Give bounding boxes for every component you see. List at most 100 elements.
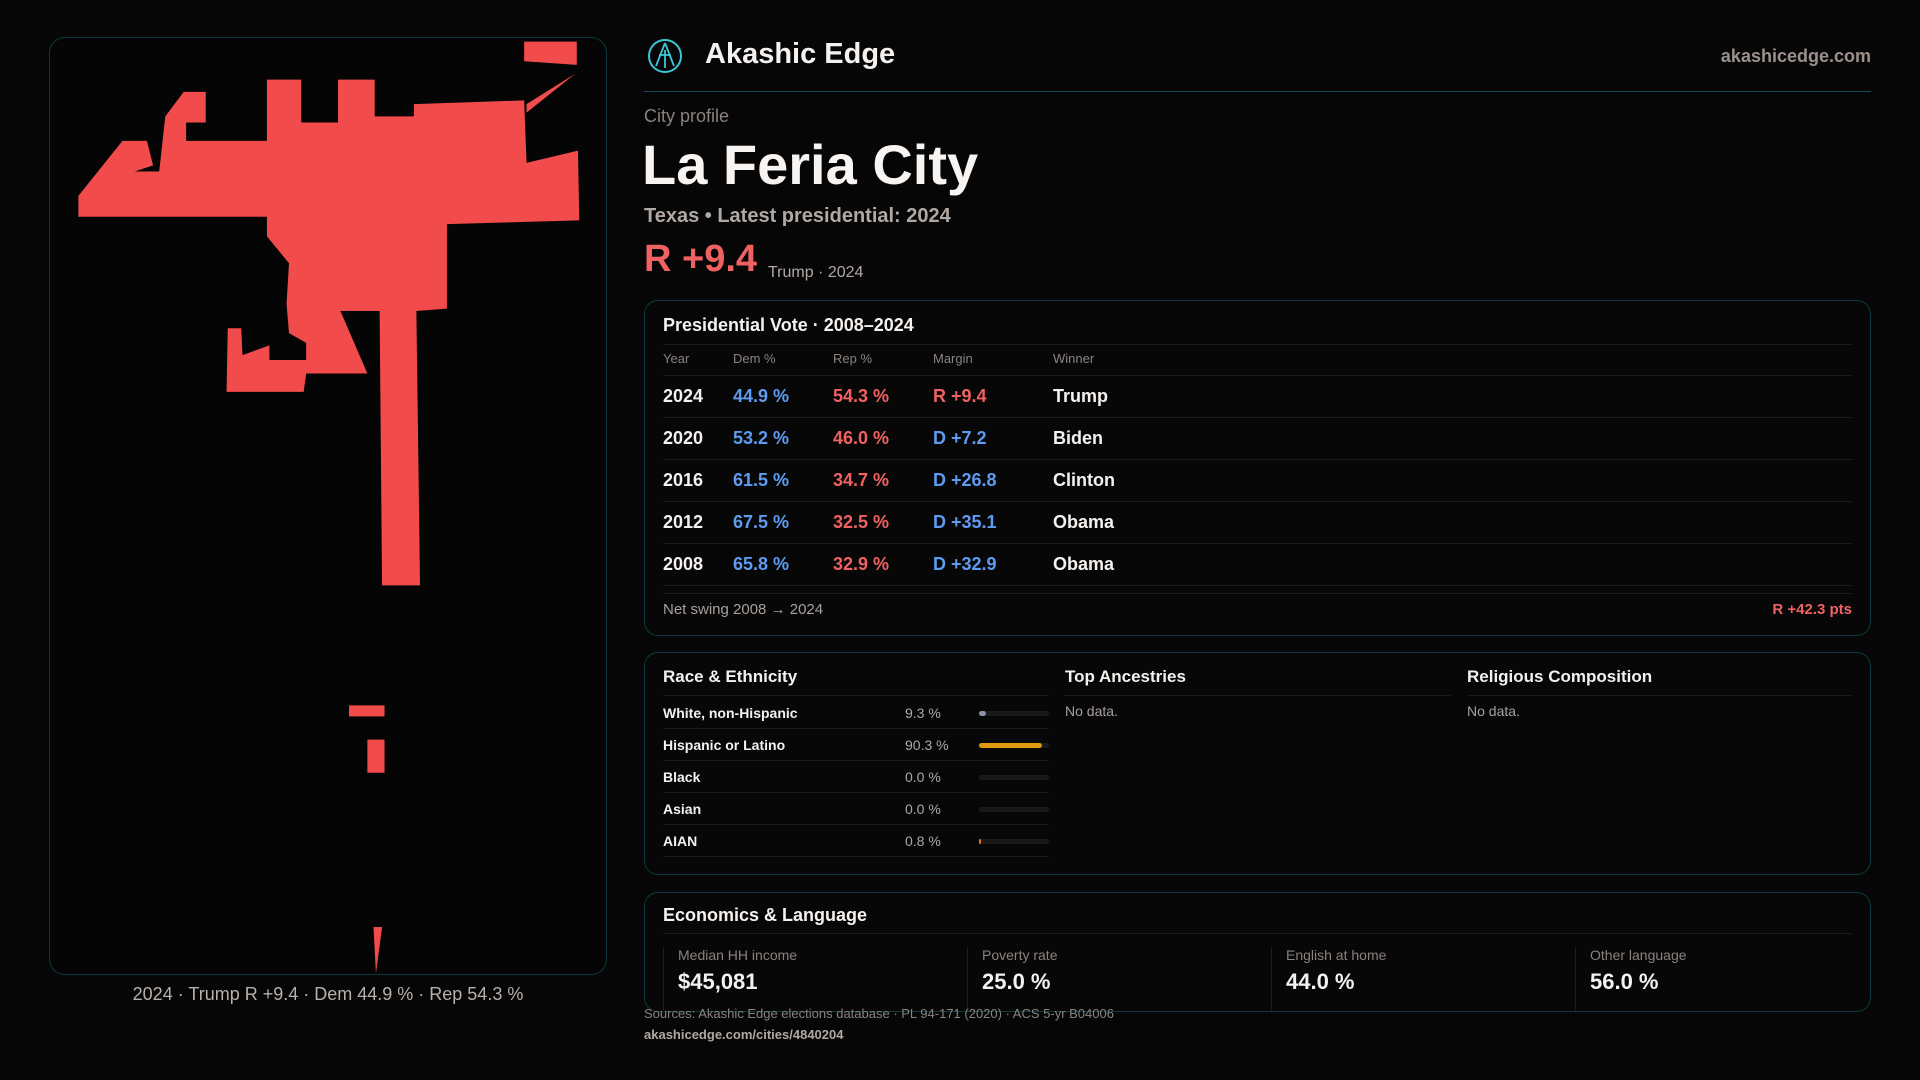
table-row: 2012 67.5 % 32.5 % D +35.1 Obama [645, 502, 1870, 544]
cell-winner: Clinton [1053, 470, 1115, 490]
race-ethnicity-section: Race & Ethnicity White, non-Hispanic 9.3 … [663, 653, 1049, 874]
section-title: Top Ancestries [1065, 667, 1186, 686]
race-bar [979, 711, 1049, 716]
page-url-link[interactable]: akashicedge.com/cities/4840204 [644, 1027, 844, 1042]
cell-margin: D +26.8 [933, 470, 997, 490]
econ-stat: English at home 44.0 % [1271, 947, 1571, 1013]
row-divider [663, 585, 1852, 586]
city-boundary-map [78, 41, 580, 974]
divider [663, 344, 1852, 345]
race-value: 9.3 % [905, 705, 941, 721]
map-shape [373, 927, 383, 974]
economics-language-card: Economics & Language Median HH income $45… [644, 892, 1871, 1013]
race-bar-fill [979, 711, 986, 716]
cell-winner: Trump [1053, 386, 1109, 406]
cell-margin: R +9.4 [933, 386, 987, 406]
demographics-card: Race & Ethnicity White, non-Hispanic 9.3 … [644, 652, 1871, 875]
cell-dem: 53.2 % [733, 428, 790, 448]
stat-value: 25.0 % [982, 969, 1051, 994]
cell-dem: 67.5 % [733, 512, 790, 532]
section-title: Race & Ethnicity [663, 667, 798, 686]
divider [663, 933, 1852, 934]
map-shape [78, 79, 580, 586]
latest-margin-note: Trump · 2024 [768, 264, 864, 281]
map-shape [526, 73, 576, 113]
econ-stat: Poverty rate 25.0 % [967, 947, 1267, 1013]
header-divider [644, 91, 1871, 92]
race-value: 0.8 % [905, 833, 941, 849]
sources-note: Sources: Akashic Edge elections database… [644, 1006, 1114, 1021]
stat-label: Median HH income [678, 947, 798, 963]
row-divider [663, 501, 1852, 502]
map-shape [367, 739, 385, 773]
religious-composition-section: Religious Composition No data. [1467, 653, 1853, 874]
race-bar-fill [979, 839, 982, 844]
cell-winner: Obama [1053, 512, 1115, 532]
econ-stat: Median HH income $45,081 [663, 947, 963, 1013]
presidential-vote-card: Presidential Vote · 2008–2024 Year Dem %… [644, 300, 1871, 636]
econ-stat: Other language 56.0 % [1575, 947, 1875, 1013]
row-divider [663, 459, 1852, 460]
map-shape [524, 41, 577, 65]
divider [663, 375, 1852, 376]
cell-year: 2024 [663, 386, 704, 406]
race-bar-fill [979, 743, 1043, 748]
net-swing-value: R +42.3 pts [1772, 601, 1852, 618]
race-label: AIAN [663, 833, 698, 849]
table-row: 2020 53.2 % 46.0 % D +7.2 Biden [645, 418, 1870, 460]
row-divider [663, 417, 1852, 418]
divider [1467, 695, 1853, 696]
map-hole [269, 333, 307, 361]
cell-year: 2016 [663, 470, 704, 490]
column-header-dem: Dem % [733, 351, 776, 366]
race-bar [979, 807, 1049, 812]
no-data-text: No data. [1467, 703, 1520, 719]
race-label: Hispanic or Latino [663, 737, 786, 753]
stat-value: 44.0 % [1286, 969, 1355, 994]
latest-margin: R +9.4 [644, 238, 758, 280]
cell-dem: 44.9 % [733, 386, 790, 406]
race-bar [979, 743, 1049, 748]
race-label: Asian [663, 801, 702, 817]
cell-rep: 32.9 % [833, 554, 890, 574]
race-row: Hispanic or Latino 90.3 % [663, 729, 1049, 761]
cell-margin: D +7.2 [933, 428, 987, 448]
cell-rep: 46.0 % [833, 428, 890, 448]
race-label: White, non-Hispanic [663, 705, 798, 721]
card-title: Presidential Vote · 2008–2024 [663, 315, 914, 335]
table-row: 2016 61.5 % 34.7 % D +26.8 Clinton [645, 460, 1870, 502]
race-value: 0.0 % [905, 769, 941, 785]
row-divider [663, 543, 1852, 544]
column-header-year: Year [663, 351, 690, 366]
column-header-margin: Margin [933, 351, 973, 366]
race-value: 90.3 % [905, 737, 949, 753]
column-header-rep: Rep % [833, 351, 873, 366]
race-value: 0.0 % [905, 801, 941, 817]
race-bar [979, 839, 1049, 844]
cell-year: 2008 [663, 554, 704, 574]
stat-label: English at home [1286, 947, 1387, 963]
cell-winner: Obama [1053, 554, 1115, 574]
divider [663, 695, 1049, 696]
cell-rep: 32.5 % [833, 512, 890, 532]
net-swing-label: Net swing 2008 → 2024 [663, 601, 824, 618]
cell-dem: 61.5 % [733, 470, 790, 490]
race-label: Black [663, 769, 701, 785]
cell-winner: Biden [1053, 428, 1104, 448]
akashic-edge-logo-icon[interactable] [647, 38, 683, 74]
map-caption: 2024 · Trump R +9.4 · Dem 44.9 % · Rep 5… [132, 984, 524, 1004]
map-shape [349, 705, 385, 717]
page-subtitle: Texas • Latest presidential: 2024 [644, 205, 951, 227]
section-title: Religious Composition [1467, 667, 1653, 686]
cell-margin: D +32.9 [933, 554, 997, 574]
page-kicker: City profile [644, 106, 730, 126]
column-header-winner: Winner [1053, 351, 1095, 366]
cell-year: 2020 [663, 428, 704, 448]
table-row: 2008 65.8 % 32.9 % D +32.9 Obama [645, 544, 1870, 586]
brand-name[interactable]: Akashic Edge [705, 38, 896, 70]
site-domain-link[interactable]: akashicedge.com [1720, 46, 1871, 66]
race-row: Asian 0.0 % [663, 793, 1049, 825]
stat-value: $45,081 [678, 969, 758, 994]
table-row: 2024 44.9 % 54.3 % R +9.4 Trump [645, 376, 1870, 418]
divider [1065, 695, 1451, 696]
